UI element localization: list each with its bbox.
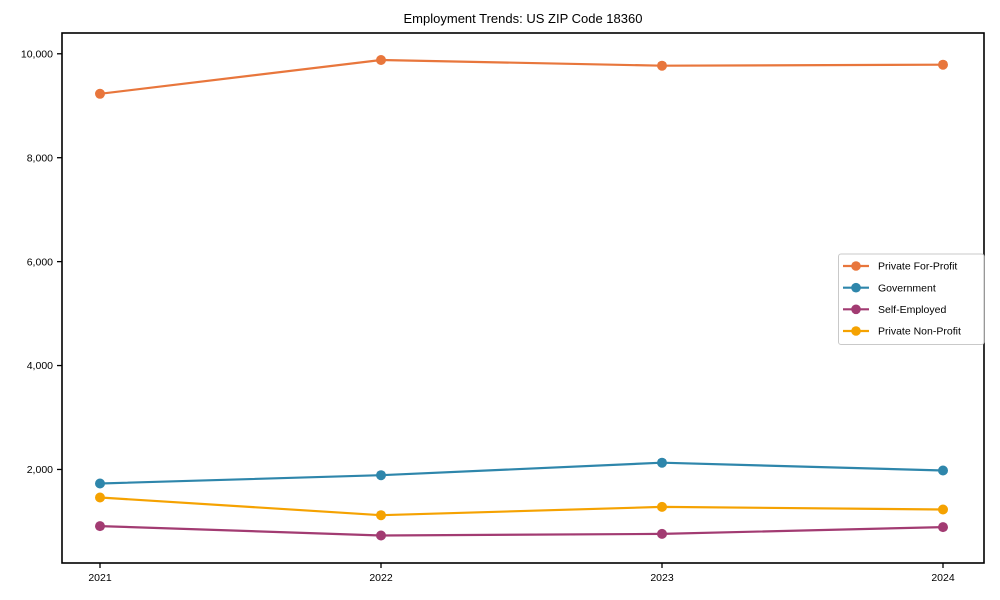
legend-marker-icon [851, 282, 861, 293]
marker-private-for-profit-2021 [95, 88, 105, 99]
legend-box [838, 253, 985, 345]
legend-marker-icon [851, 326, 861, 336]
y-tick-label-6000: 6,000 [27, 256, 53, 268]
marker-government-2023 [657, 457, 667, 468]
series-line-self-employed [99, 525, 944, 537]
series-line-private-non-profit [99, 496, 944, 517]
y-tick-label-10000: 10,000 [21, 48, 53, 60]
marker-private-non-profit-2023 [657, 501, 667, 512]
marker-private-non-profit-2024 [938, 504, 948, 515]
marker-private-for-profit-2024 [938, 59, 948, 70]
y-tick-label-8000: 8,000 [27, 152, 53, 164]
marker-private-non-profit-2022 [376, 510, 386, 521]
marker-private-for-profit-2023 [657, 60, 667, 71]
marker-self-employed-2024 [938, 522, 948, 533]
marker-self-employed-2021 [95, 521, 105, 532]
legend-label-self-employed: Self-Employed [878, 304, 946, 316]
legend-label-private-for-profit: Private For-Profit [878, 261, 957, 273]
x-tick-label-2024: 2024 [931, 572, 955, 584]
legend-marker-icon [851, 304, 861, 315]
legend-entry-private-non-profit: Private Non-Profit [843, 326, 961, 338]
legend-entry-self-employed: Self-Employed [843, 304, 946, 316]
marker-self-employed-2023 [657, 528, 667, 539]
marker-government-2024 [938, 465, 948, 476]
chart-title: Employment Trends: US ZIP Code 18360 [403, 11, 643, 26]
marker-self-employed-2022 [376, 530, 386, 541]
x-tick-label-2021: 2021 [88, 572, 112, 584]
legend: Private For-Profit Government Self-Employe… [838, 253, 985, 345]
marker-private-non-profit-2021 [95, 492, 105, 503]
x-tick-label-2023: 2023 [650, 572, 674, 584]
marker-government-2022 [376, 470, 386, 481]
y-tick-label-2000: 2,000 [27, 464, 53, 476]
y-tick-label-4000: 4,000 [27, 360, 53, 372]
series-line-government [99, 461, 944, 485]
x-tick-label-2022: 2022 [369, 572, 393, 584]
legend-label-private-non-profit: Private Non-Profit [878, 326, 961, 338]
legend-entry-private-for-profit: Private For-Profit [843, 261, 957, 273]
marker-government-2021 [95, 478, 105, 489]
marker-private-for-profit-2022 [376, 55, 386, 65]
legend-label-government: Government [878, 282, 936, 294]
series-line-private-for-profit [99, 58, 944, 95]
legend-entry-government: Government [843, 282, 936, 294]
legend-marker-icon [851, 261, 861, 271]
